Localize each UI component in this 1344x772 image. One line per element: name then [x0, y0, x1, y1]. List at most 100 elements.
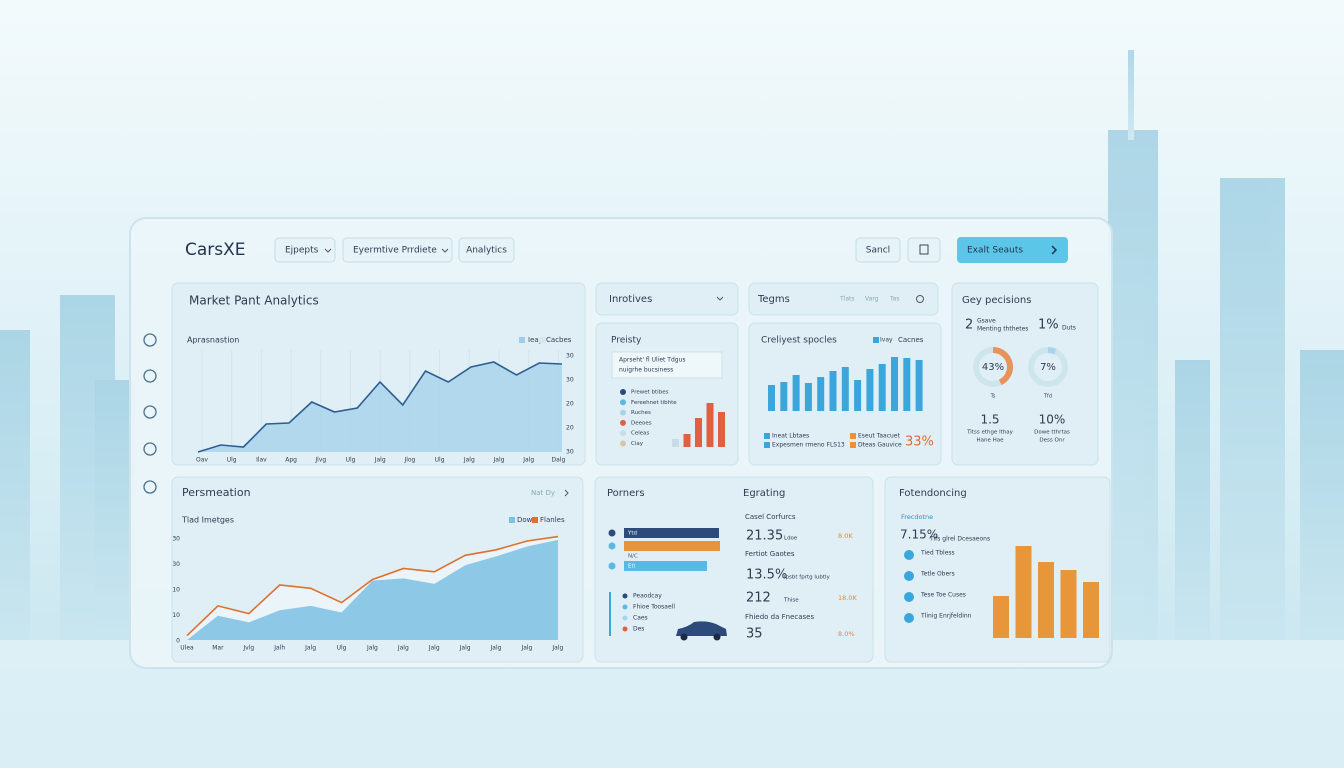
- donut-arc: [992, 347, 1013, 386]
- menu-label: Eyermtive Prrdiete: [353, 246, 437, 256]
- label: Gey pecisions: [962, 295, 1031, 306]
- label: Dowe tthrtas: [1034, 430, 1070, 436]
- label: Cacbes: [546, 336, 572, 344]
- label: Eseut Taacuet: [858, 433, 900, 440]
- label: Dteas Gauvice: [858, 442, 902, 449]
- label: Jalh: [273, 645, 285, 652]
- label: Cacnes: [898, 336, 924, 344]
- chevron: [1051, 245, 1058, 255]
- bar: [792, 375, 800, 411]
- label: Nat Dy: [531, 489, 555, 497]
- label: Jalg: [493, 457, 505, 464]
- menu-button[interactable]: [342, 237, 453, 263]
- bar: [1015, 546, 1032, 638]
- menu-label: Ejpepts: [285, 246, 319, 256]
- legend-swatch: [873, 337, 879, 343]
- label: Dalg: [552, 457, 566, 464]
- label: Peaodcay: [633, 593, 662, 600]
- icon: [620, 440, 626, 447]
- bar: [854, 380, 862, 411]
- label: Titss ethge lthay: [966, 430, 1014, 436]
- label: Caes: [633, 615, 648, 622]
- label: 21.35: [746, 529, 783, 544]
- icon: [904, 571, 914, 581]
- legend-swatch: [850, 433, 856, 439]
- label: Ulg: [346, 457, 356, 464]
- icon: [904, 592, 914, 602]
- label: Ulg: [435, 457, 445, 464]
- bar: [841, 367, 849, 411]
- legend-label: Flanles: [540, 516, 565, 524]
- sidebar-icon[interactable]: [143, 333, 157, 347]
- label: Egrating: [743, 488, 785, 499]
- bar: [780, 382, 788, 411]
- menu-button[interactable]: [274, 237, 336, 263]
- icon: [680, 633, 688, 641]
- label: Menting ththetes: [977, 326, 1028, 333]
- label: 8.0%: [838, 630, 855, 638]
- bar: [706, 403, 714, 447]
- legend-swatch: [509, 517, 515, 523]
- brand: CarsXE: [185, 240, 246, 260]
- label: Prewet btibes: [631, 390, 669, 396]
- bar: [891, 357, 898, 411]
- skyline: [0, 50, 1344, 640]
- label: Ieay: [528, 336, 543, 344]
- action-button[interactable]: [957, 237, 1068, 263]
- label: 30: [172, 536, 180, 543]
- icon-button[interactable]: [907, 237, 941, 263]
- label: Ulg: [337, 645, 347, 652]
- car-icon: [676, 621, 727, 636]
- icon: [608, 562, 616, 570]
- label: Ts: [990, 394, 996, 400]
- label: Fertiot Gaotes: [745, 550, 795, 558]
- label: Fhioe Toosaell: [633, 604, 675, 611]
- label: 30: [172, 561, 180, 568]
- bar: [1038, 562, 1054, 638]
- bar: [1060, 570, 1077, 638]
- label: 20: [566, 425, 574, 432]
- label: nuigrhe bucsiness: [619, 367, 673, 374]
- label: Ineat Lbtaes: [772, 433, 809, 440]
- search-button[interactable]: [855, 237, 901, 263]
- label: Market Pant Analytics: [189, 294, 319, 308]
- label: Casel Corfurcs: [745, 513, 796, 521]
- label: 2: [965, 318, 973, 333]
- note-box: [611, 351, 723, 379]
- chevron[interactable]: [564, 489, 569, 497]
- sidebar-icon[interactable]: [143, 480, 157, 494]
- label: Jalg: [490, 645, 502, 652]
- icon: [622, 593, 628, 599]
- label: Tegms: [757, 294, 790, 305]
- sidebar-icon[interactable]: [143, 442, 157, 456]
- label: Persmeation: [182, 486, 251, 499]
- label: Tlad Imetges: [181, 516, 234, 525]
- icon: [620, 419, 626, 426]
- icon: [608, 529, 616, 537]
- label: Aprseht' fl Uliet Tdgus: [619, 357, 685, 364]
- sidebar-icon[interactable]: [143, 369, 157, 383]
- sidebar-icon[interactable]: [143, 405, 157, 419]
- label: 33%: [905, 435, 934, 450]
- label: 8.0K: [838, 532, 853, 540]
- icon: [622, 626, 628, 632]
- label: Tetle Obers: [920, 571, 955, 578]
- icon: [622, 604, 628, 610]
- bar: [804, 383, 812, 411]
- label: Oav: [196, 457, 208, 464]
- menu-button[interactable]: [458, 237, 515, 263]
- label: Mar: [212, 645, 224, 652]
- label: Fotendoncing: [899, 488, 967, 499]
- card: [951, 282, 1099, 466]
- tab: Tlats: [839, 296, 855, 303]
- icon: [608, 542, 616, 550]
- label: 30: [566, 377, 574, 384]
- label: 30: [566, 449, 574, 456]
- icon: [919, 244, 929, 255]
- label: 1%: [1038, 318, 1059, 333]
- area: [198, 362, 562, 452]
- label: Jalg: [463, 457, 475, 464]
- label: Dess Onr: [1039, 438, 1065, 444]
- tab: Tas: [889, 296, 899, 303]
- label: Porners: [607, 488, 645, 499]
